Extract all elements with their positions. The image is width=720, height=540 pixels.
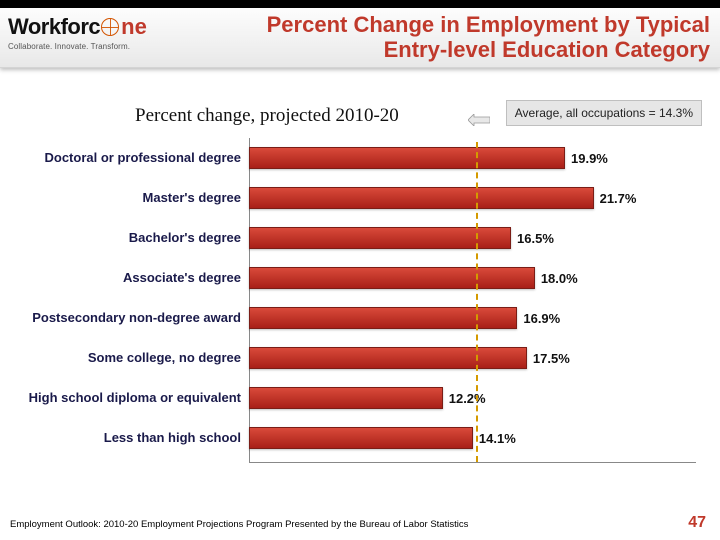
globe-icon <box>101 18 119 36</box>
chart-row: Less than high school 14.1% <box>14 418 706 458</box>
chart-row: Doctoral or professional degree 19.9% <box>14 138 706 178</box>
category-label: Postsecondary non-degree award <box>14 311 249 326</box>
category-label: Master's degree <box>14 191 249 206</box>
average-callout: Average, all occupations = 14.3% <box>506 100 702 126</box>
bar-value: 12.2% <box>449 391 486 406</box>
chart-row: High school diploma or equivalent 12.2% <box>14 378 706 418</box>
brand-tagline: Collaborate. Innovate. Transform. <box>8 42 147 51</box>
chart-row: Associate's degree 18.0% <box>14 258 706 298</box>
bar-value: 19.9% <box>571 151 608 166</box>
bar <box>249 267 535 289</box>
page-number: 47 <box>688 514 706 532</box>
brand-logo: Workforc ne Collaborate. Innovate. Trans… <box>8 14 147 51</box>
category-label: Associate's degree <box>14 271 249 286</box>
footer-source: Employment Outlook: 2010-20 Employment P… <box>10 519 468 530</box>
chart-row: Some college, no degree 17.5% <box>14 338 706 378</box>
bar <box>249 387 443 409</box>
category-label: Doctoral or professional degree <box>14 151 249 166</box>
bar-value: 21.7% <box>600 191 637 206</box>
bar-value: 18.0% <box>541 271 578 286</box>
brand-name-right: ne <box>121 14 147 40</box>
title-line-2: Entry-level Education Category <box>267 37 710 62</box>
average-reference-line <box>476 142 478 462</box>
bar-value: 17.5% <box>533 351 570 366</box>
chart-row: Bachelor's degree 16.5% <box>14 218 706 258</box>
average-pointer-icon <box>468 114 490 126</box>
bar <box>249 347 527 369</box>
bar <box>249 187 594 209</box>
top-bar <box>0 0 720 8</box>
bar-value: 14.1% <box>479 431 516 446</box>
brand-name-left: Workforc <box>8 14 100 40</box>
chart-row: Master's degree 21.7% <box>14 178 706 218</box>
category-label: Less than high school <box>14 431 249 446</box>
bar-value: 16.5% <box>517 231 554 246</box>
bar-value: 16.9% <box>523 311 560 326</box>
chart-row: Postsecondary non-degree award 16.9% <box>14 298 706 338</box>
title-band: Workforc ne Collaborate. Innovate. Trans… <box>0 8 720 68</box>
bar-chart: Doctoral or professional degree 19.9% Mast… <box>14 138 706 494</box>
category-label: High school diploma or equivalent <box>14 391 249 406</box>
bar <box>249 427 473 449</box>
bar <box>249 227 511 249</box>
slide-title: Percent Change in Employment by Typical … <box>267 12 710 63</box>
title-line-1: Percent Change in Employment by Typical <box>267 12 710 37</box>
category-label: Some college, no degree <box>14 351 249 366</box>
x-axis-line <box>249 462 696 463</box>
bar <box>249 147 565 169</box>
chart-subtitle: Percent change, projected 2010-20 <box>135 105 399 127</box>
category-label: Bachelor's degree <box>14 231 249 246</box>
